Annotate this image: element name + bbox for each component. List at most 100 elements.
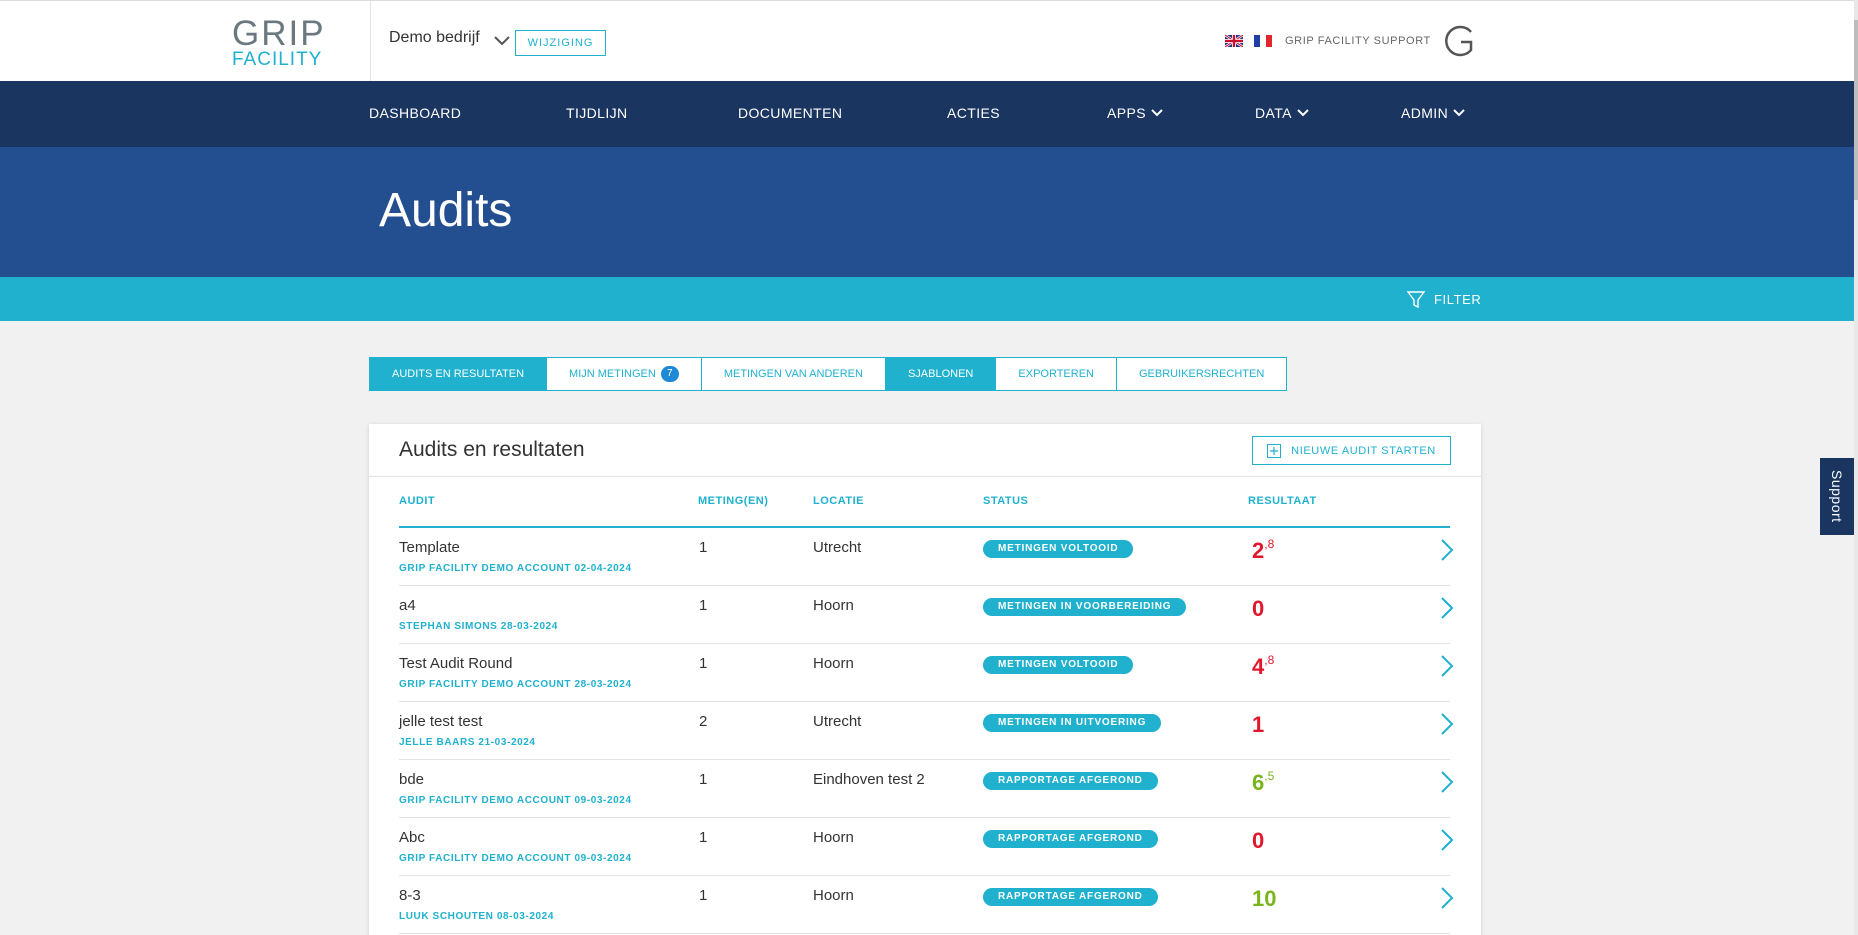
table-row[interactable]: Template GRIP FACILITY DEMO ACCOUNT 02-04… xyxy=(399,528,1459,586)
result-score: 0 xyxy=(1252,828,1264,854)
nav-label: APPS xyxy=(1107,105,1146,121)
table-row[interactable]: bde GRIP FACILITY DEMO ACCOUNT 09-03-2024… xyxy=(399,760,1459,818)
tab-label: MIJN METINGEN xyxy=(569,368,656,380)
nav-label: ACTIES xyxy=(947,105,1000,121)
nav-label: DOCUMENTEN xyxy=(738,105,843,121)
tab-mijn-metingen[interactable]: MIJN METINGEN 7 xyxy=(547,358,702,390)
nav-label: DASHBOARD xyxy=(369,105,462,121)
score-decimal: ,8 xyxy=(1264,536,1275,551)
audit-name[interactable]: Template xyxy=(399,539,460,556)
france-flag-icon[interactable] xyxy=(1254,35,1272,47)
column-header-resultaat[interactable]: RESULTAAT xyxy=(1248,495,1317,507)
chevron-right-icon[interactable] xyxy=(1440,538,1454,562)
score-integer: 2 xyxy=(1252,538,1265,563)
chevron-right-icon[interactable] xyxy=(1440,712,1454,736)
company-selector[interactable]: Demo bedrijf xyxy=(389,29,480,46)
support-tab[interactable]: Support xyxy=(1820,458,1854,535)
chevron-right-icon[interactable] xyxy=(1440,654,1454,678)
page-title: Audits xyxy=(379,184,513,237)
location: Hoorn xyxy=(813,597,854,614)
page-scrollbar[interactable] xyxy=(1854,0,1858,935)
audit-name[interactable]: bde xyxy=(399,771,425,788)
location: Hoorn xyxy=(813,829,854,846)
status-badge: METINGEN IN VOORBEREIDING xyxy=(983,598,1187,616)
location: Hoorn xyxy=(813,655,854,672)
row-divider xyxy=(399,875,1450,876)
nav-acties[interactable]: ACTIES xyxy=(947,105,1000,121)
result-score: 1 xyxy=(1252,712,1264,738)
table-row[interactable]: 8-3 LUUK SCHOUTEN 08-03-2024 1 Hoorn RAPPORT… xyxy=(399,876,1459,934)
nav-apps[interactable]: APPS xyxy=(1107,105,1164,121)
score-decimal: ,8 xyxy=(1264,652,1275,667)
audit-tabs: AUDITS EN RESULTATEN MIJN METINGEN 7 METI… xyxy=(369,357,1288,391)
tab-label: EXPORTEREN xyxy=(1018,368,1094,380)
new-audit-label: NIEUWE AUDIT STARTEN xyxy=(1291,444,1436,457)
column-header-status[interactable]: STATUS xyxy=(983,495,1029,507)
status-badge: METINGEN VOLTOOID xyxy=(983,656,1134,674)
result-score: 2,8 xyxy=(1252,536,1275,564)
grip-g-icon[interactable] xyxy=(1443,25,1475,57)
audit-name[interactable]: a4 xyxy=(399,597,416,614)
meting-count: 2 xyxy=(699,713,708,730)
audit-name[interactable]: Test Audit Round xyxy=(399,655,513,672)
location: Eindhoven test 2 xyxy=(813,771,925,788)
tab-gebruikersrechten[interactable]: GEBRUIKERSRECHTEN xyxy=(1117,358,1286,390)
chevron-down-icon xyxy=(1151,109,1163,117)
table-row[interactable]: a4 STEPHAN SIMONS 28-03-2024 1 Hoorn METINGE… xyxy=(399,586,1459,644)
table-row[interactable]: jelle test test JELLE BAARS 21-03-2024 2 Ut… xyxy=(399,702,1459,760)
row-divider xyxy=(399,701,1450,702)
meting-count: 1 xyxy=(699,539,708,556)
score-integer: 10 xyxy=(1252,886,1277,911)
tab-exporteren[interactable]: EXPORTEREN xyxy=(996,358,1117,390)
support-link[interactable]: GRIP FACILITY SUPPORT xyxy=(1285,35,1431,47)
plus-square-icon xyxy=(1267,443,1282,458)
meting-count: 1 xyxy=(699,597,708,614)
nav-data[interactable]: DATA xyxy=(1255,105,1310,121)
chevron-down-icon[interactable] xyxy=(493,35,511,47)
column-header-meting[interactable]: METING(EN) xyxy=(698,495,769,507)
table-row[interactable]: Abc GRIP FACILITY DEMO ACCOUNT 09-03-2024… xyxy=(399,818,1459,876)
filter-button[interactable]: FILTER xyxy=(1406,289,1481,309)
header-underline xyxy=(399,526,1450,528)
audit-name[interactable]: 8-3 xyxy=(399,887,421,904)
tab-audits-en-resultaten[interactable]: AUDITS EN RESULTATEN xyxy=(370,358,548,390)
status-badge: METINGEN VOLTOOID xyxy=(983,540,1134,558)
scrollbar-thumb[interactable] xyxy=(1854,20,1858,200)
column-header-locatie[interactable]: LOCATIE xyxy=(813,495,864,507)
status-badge: RAPPORTAGE AFGEROND xyxy=(983,772,1158,790)
nav-tijdlijn[interactable]: TIJDLIJN xyxy=(566,105,628,121)
score-decimal: ,5 xyxy=(1264,768,1275,783)
table-row[interactable]: Test Audit Round GRIP FACILITY DEMO ACCOU… xyxy=(399,644,1459,702)
card-title: Audits en resultaten xyxy=(399,438,585,461)
audit-name[interactable]: jelle test test xyxy=(399,713,483,730)
chevron-right-icon[interactable] xyxy=(1440,886,1454,910)
chevron-right-icon[interactable] xyxy=(1440,828,1454,852)
uk-flag-icon[interactable] xyxy=(1225,35,1243,47)
chevron-right-icon[interactable] xyxy=(1440,596,1454,620)
nav-admin[interactable]: ADMIN xyxy=(1401,105,1466,121)
audit-name[interactable]: Abc xyxy=(399,829,425,846)
row-divider xyxy=(399,817,1450,818)
filter-label: FILTER xyxy=(1434,291,1482,307)
column-header-audit[interactable]: AUDIT xyxy=(399,495,436,507)
meting-count: 1 xyxy=(699,771,708,788)
chevron-down-icon xyxy=(1453,109,1465,117)
tab-metingen-van-anderen[interactable]: METINGEN VAN ANDEREN xyxy=(702,358,886,390)
location: Hoorn xyxy=(813,887,854,904)
grip-facility-logo[interactable]: GRIP FACILITY xyxy=(232,16,324,70)
tab-sjablonen[interactable]: SJABLONEN xyxy=(885,358,997,390)
nav-dashboard[interactable]: DASHBOARD xyxy=(369,105,461,121)
change-company-button[interactable]: WIJZIGING xyxy=(515,30,606,56)
chevron-down-icon xyxy=(1297,109,1309,117)
meting-count: 1 xyxy=(699,829,708,846)
location: Utrecht xyxy=(813,539,862,556)
card-divider xyxy=(369,476,1481,477)
row-divider xyxy=(399,759,1450,760)
audit-author-date: JELLE BAARS 21-03-2024 xyxy=(399,737,536,748)
row-divider xyxy=(399,933,1450,934)
score-integer: 6 xyxy=(1252,770,1265,795)
new-audit-button[interactable]: NIEUWE AUDIT STARTEN xyxy=(1252,436,1451,465)
chevron-right-icon[interactable] xyxy=(1440,770,1454,794)
tab-label: METINGEN VAN ANDEREN xyxy=(723,368,863,380)
nav-documenten[interactable]: DOCUMENTEN xyxy=(738,105,842,121)
